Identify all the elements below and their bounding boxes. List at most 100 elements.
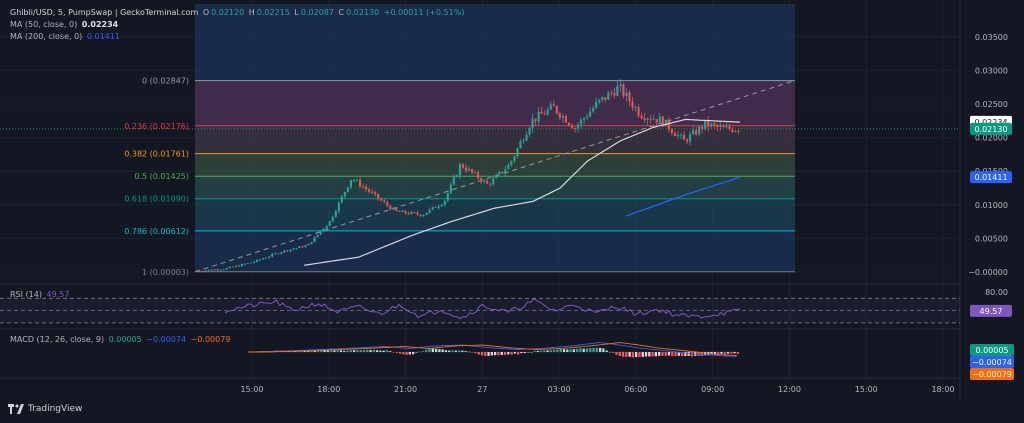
- candle-body: [688, 134, 692, 142]
- macd-histogram-bar: [697, 352, 700, 356]
- macd-histogram-bar: [723, 352, 726, 355]
- price-tick-label: 0.03500: [975, 33, 1008, 42]
- candle-body: [246, 262, 250, 264]
- candle-body: [604, 97, 607, 100]
- candle-body: [564, 116, 567, 123]
- macd-histogram-bar: [605, 350, 608, 352]
- rsi-legend: RSI (14) 49.57: [10, 289, 71, 300]
- macd-histogram-bar: [316, 350, 320, 352]
- macd-histogram-bar: [293, 351, 297, 352]
- candle-body: [673, 133, 676, 136]
- candle-body: [719, 126, 722, 127]
- candle-body: [416, 212, 419, 215]
- candle-body: [622, 84, 625, 97]
- candle-body: [682, 134, 686, 140]
- candle-body: [352, 180, 356, 181]
- candle-body: [458, 164, 461, 176]
- candle-body: [655, 119, 658, 123]
- macd-histogram-bar: [572, 349, 576, 352]
- macd-histogram-bar: [536, 350, 539, 352]
- time-tick-label: 18:00: [317, 385, 340, 394]
- low-label: L: [294, 8, 299, 17]
- macd-histogram-bar: [510, 352, 513, 355]
- macd-histogram-bar: [313, 350, 316, 352]
- candle-body: [583, 118, 586, 120]
- macd-histogram-bar: [654, 352, 658, 357]
- close-value: 0.02130: [346, 8, 380, 17]
- brand-name: TradingView: [28, 404, 83, 414]
- candle-body: [371, 191, 374, 193]
- candle-body: [598, 99, 601, 102]
- candle-body: [256, 259, 259, 262]
- macd-histogram-bar: [635, 352, 638, 357]
- ma50-label[interactable]: MA (50, close, 0): [10, 20, 78, 29]
- macd-histogram-bar: [339, 350, 343, 352]
- macd-histogram-bar: [484, 352, 487, 356]
- price-tick-label: −0.00000: [968, 268, 1008, 277]
- candle-body: [237, 265, 240, 267]
- candle-body: [640, 115, 643, 119]
- time-tick-label: 03:00: [548, 385, 571, 394]
- macd-histogram-bar: [700, 352, 703, 357]
- fib-zone: [195, 176, 795, 199]
- close-label: C: [338, 8, 345, 17]
- candle-body: [501, 171, 504, 173]
- candle-body: [343, 191, 346, 197]
- macd-histogram-bar: [352, 350, 356, 352]
- rsi-label[interactable]: RSI (14): [10, 290, 42, 299]
- candle-body: [679, 134, 683, 136]
- macd-pane[interactable]: 0.00005 −0.00074 −0.00079: [247, 342, 1014, 380]
- candle-body: [725, 126, 728, 128]
- candle-body: [271, 254, 274, 257]
- macd-histogram-bar: [592, 347, 595, 352]
- candle-body: [283, 250, 286, 253]
- macd-histogram-bar: [628, 352, 631, 357]
- candle-body: [731, 129, 734, 132]
- candle-body: [346, 187, 349, 192]
- macd-histogram-bar: [356, 350, 359, 352]
- macd-histogram-bar: [382, 350, 385, 352]
- candle-body: [561, 116, 564, 118]
- price-tick-label: 0.02500: [975, 100, 1008, 109]
- candle-body: [310, 242, 313, 244]
- tradingview-brand[interactable]: TradingView: [8, 404, 82, 414]
- ma200-label[interactable]: MA (200, close, 0): [10, 32, 83, 41]
- candle-body: [228, 266, 231, 269]
- rsi-line: [224, 298, 741, 320]
- candle-body: [319, 231, 322, 235]
- candle-body: [231, 266, 234, 268]
- candle-body: [425, 212, 428, 215]
- candle-body: [613, 92, 616, 96]
- candle-body: [234, 265, 237, 267]
- macd-label[interactable]: MACD (12, 26, close, 9): [10, 335, 105, 344]
- price-label-text: 0.02234: [974, 118, 1007, 127]
- macd-histogram-bar: [717, 352, 720, 355]
- time-tick-label: 12:00: [778, 385, 801, 394]
- macd-histogram-bar: [612, 352, 615, 353]
- macd-histogram-bar: [533, 350, 536, 352]
- candle-body: [467, 168, 471, 171]
- macd-histogram-bar: [677, 352, 680, 356]
- candle-body: [274, 253, 277, 255]
- macd-histogram-bar: [405, 352, 408, 355]
- macd-histogram-bar: [438, 349, 441, 352]
- candle-body: [670, 129, 673, 134]
- candle-body: [313, 237, 316, 243]
- rsi-value-tag: [970, 304, 1012, 317]
- candle-body: [716, 124, 719, 127]
- symbol-title[interactable]: Ghibli/USD, 5, PumpSwap | GeckoTerminal.…: [10, 8, 199, 17]
- time-axis[interactable]: 15:00 18:00 21:00 27 03:00 06:00 09:00 12:00 15:…: [240, 385, 954, 394]
- rsi-pane[interactable]: 80.00 49.57: [0, 288, 1012, 324]
- candle-body: [480, 178, 483, 182]
- candle-body: [525, 134, 528, 141]
- candle-body: [361, 186, 365, 188]
- macd-histogram-bar: [441, 349, 444, 352]
- candle-body: [534, 118, 537, 122]
- candle-body: [452, 177, 455, 185]
- macd-histogram-bar: [323, 350, 326, 352]
- candle-body: [289, 249, 292, 252]
- candles: [195, 79, 740, 273]
- macd-histogram-bar: [549, 350, 553, 352]
- candle-body: [292, 248, 295, 250]
